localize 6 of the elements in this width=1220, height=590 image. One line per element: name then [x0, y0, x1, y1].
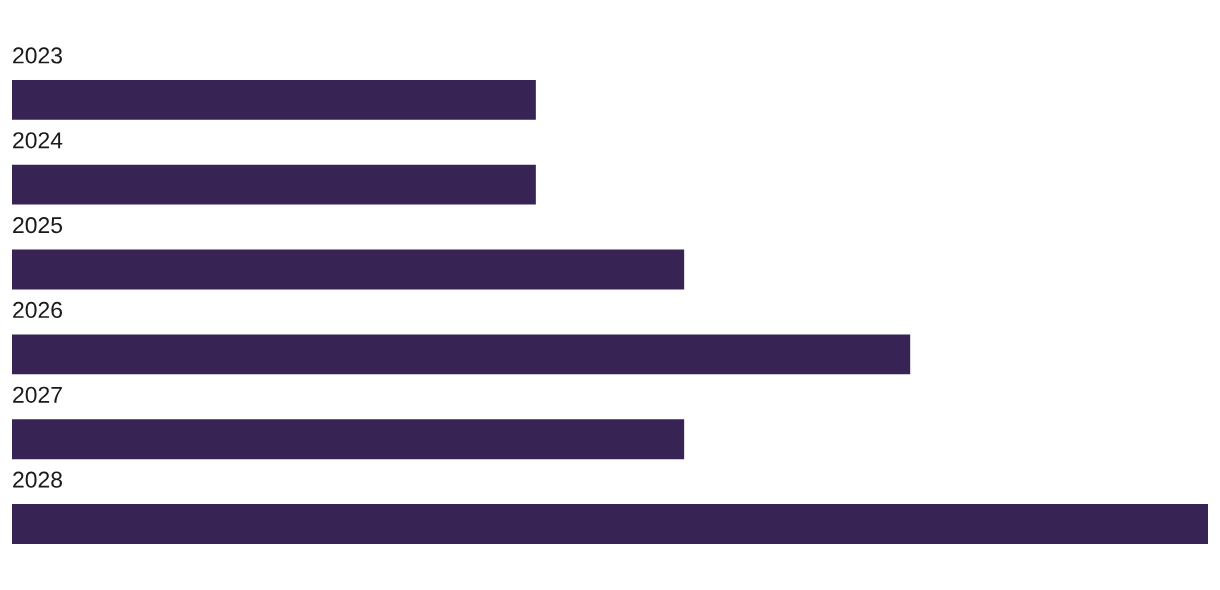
y-tick-label: 2023	[13, 47, 62, 64]
y-tick-label: 2024	[13, 132, 63, 149]
y-tick-label: 2026	[13, 301, 62, 319]
y-tick-label: 2027	[13, 386, 62, 403]
y-tick-label: 2025	[13, 217, 63, 234]
y-tick-label: 2028	[13, 471, 62, 488]
